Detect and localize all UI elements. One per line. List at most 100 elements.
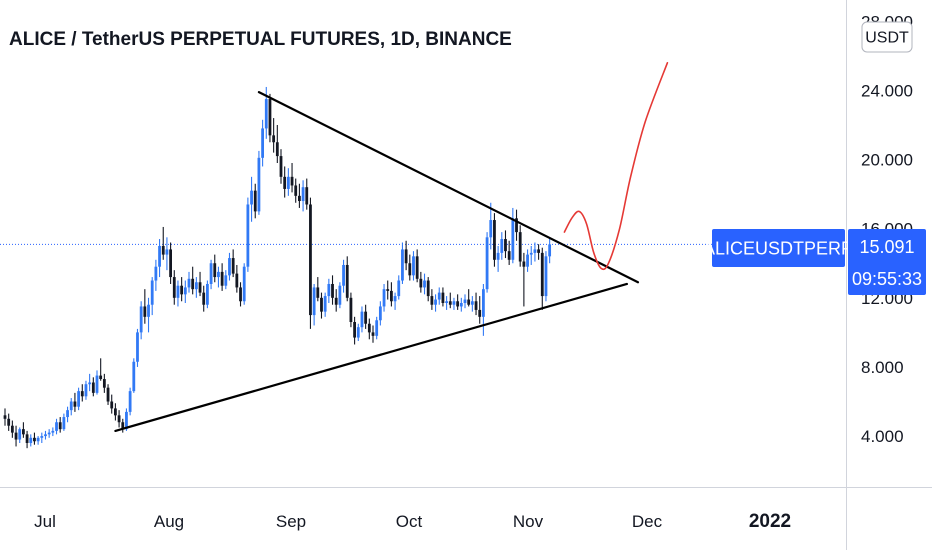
upper-trendline[interactable] — [257, 91, 640, 284]
candle — [183, 280, 187, 303]
candle — [305, 178, 309, 210]
candle-body — [187, 278, 191, 288]
candle — [272, 118, 276, 153]
bar-countdown: 09:55:33 — [852, 269, 922, 289]
candle-body — [305, 187, 309, 205]
candle — [309, 197, 312, 329]
x-tick-label[interactable]: Nov — [513, 512, 544, 531]
candle — [504, 230, 507, 259]
candle — [275, 124, 279, 164]
y-tick-label[interactable]: 20.000 — [861, 151, 913, 170]
candle — [250, 176, 253, 222]
candle — [29, 434, 33, 447]
candle-body — [526, 254, 529, 267]
candle-body — [169, 249, 172, 278]
candle-body — [206, 283, 209, 305]
candle-body — [518, 232, 522, 262]
candle-body — [29, 437, 33, 443]
candle-body — [239, 287, 242, 302]
candle-body — [136, 332, 139, 362]
candle — [515, 209, 518, 241]
candle — [161, 226, 165, 260]
candle-body — [40, 436, 44, 438]
candle-body — [33, 437, 36, 442]
candle — [529, 245, 533, 265]
candle — [231, 249, 235, 278]
candle — [364, 304, 368, 329]
projection-curve[interactable] — [563, 62, 669, 271]
y-tick-label[interactable]: 24.000 — [861, 81, 913, 100]
candle-body — [316, 287, 320, 298]
candle — [22, 422, 25, 438]
candle-body — [338, 285, 342, 305]
candle — [191, 266, 195, 295]
candle-body — [419, 278, 423, 288]
candle — [349, 292, 353, 328]
candle-body — [176, 285, 180, 298]
time-axis-ticks[interactable]: Jul Aug Sep Oct Nov Dec 2022 — [34, 511, 791, 532]
candle — [390, 282, 393, 307]
currency-unit-label: USDT — [865, 30, 909, 47]
candle — [224, 270, 228, 290]
candle-body — [80, 391, 84, 397]
candle — [198, 271, 202, 297]
candle — [176, 280, 180, 307]
x-tick-label[interactable]: Jul — [34, 512, 56, 531]
x-tick-label[interactable]: Oct — [396, 512, 423, 531]
candle-body — [88, 382, 92, 385]
candle-body — [257, 157, 261, 212]
candle-body — [114, 408, 117, 416]
candle-body — [327, 283, 331, 297]
candle — [235, 264, 239, 293]
candle-body — [504, 239, 507, 252]
candle-body — [478, 309, 482, 317]
x-tick-label[interactable]: 2022 — [749, 511, 791, 532]
candle-body — [375, 320, 379, 336]
candle — [169, 242, 172, 284]
candle — [286, 168, 290, 196]
candle — [33, 432, 36, 445]
candle-body — [161, 245, 165, 255]
candle-body — [191, 278, 195, 290]
projection-layer[interactable] — [563, 62, 669, 271]
y-tick-label[interactable]: 8.000 — [861, 358, 904, 377]
candle-body — [253, 190, 257, 212]
candle — [3, 408, 7, 426]
lower-trendline[interactable] — [114, 282, 629, 432]
candle-body — [110, 401, 114, 409]
candle-body — [128, 391, 132, 412]
candle — [445, 296, 448, 310]
currency-unit-button[interactable]: USDT — [861, 21, 913, 53]
y-tick-label[interactable]: 4.000 — [861, 427, 904, 446]
candle — [467, 289, 471, 307]
chart-title: ALICE / TetherUS PERPETUAL FUTURES, 1D, … — [9, 29, 512, 50]
candle — [110, 394, 114, 414]
candle — [253, 183, 257, 219]
candle-body — [202, 292, 206, 305]
x-tick-label[interactable]: Dec — [632, 512, 663, 531]
candle — [353, 316, 356, 345]
x-tick-label[interactable]: Aug — [154, 512, 184, 531]
candle-body — [132, 361, 136, 392]
candle-body — [298, 195, 301, 202]
candle — [327, 278, 331, 303]
candle-body — [180, 285, 184, 295]
candle — [77, 387, 80, 411]
candle-body — [250, 190, 253, 205]
candle — [430, 289, 434, 310]
candle-body — [367, 323, 371, 333]
x-tick-label[interactable]: Sep — [276, 512, 306, 531]
candle — [143, 289, 147, 324]
candle-body — [106, 387, 110, 402]
candle-body — [342, 264, 345, 286]
candle-body — [401, 249, 404, 281]
candle-body — [261, 128, 264, 158]
candle-body — [533, 249, 537, 253]
candle — [132, 358, 136, 393]
candle-body — [66, 410, 69, 418]
candle-body — [382, 289, 386, 307]
trendlines-layer[interactable] — [114, 91, 640, 432]
candle — [323, 292, 327, 317]
